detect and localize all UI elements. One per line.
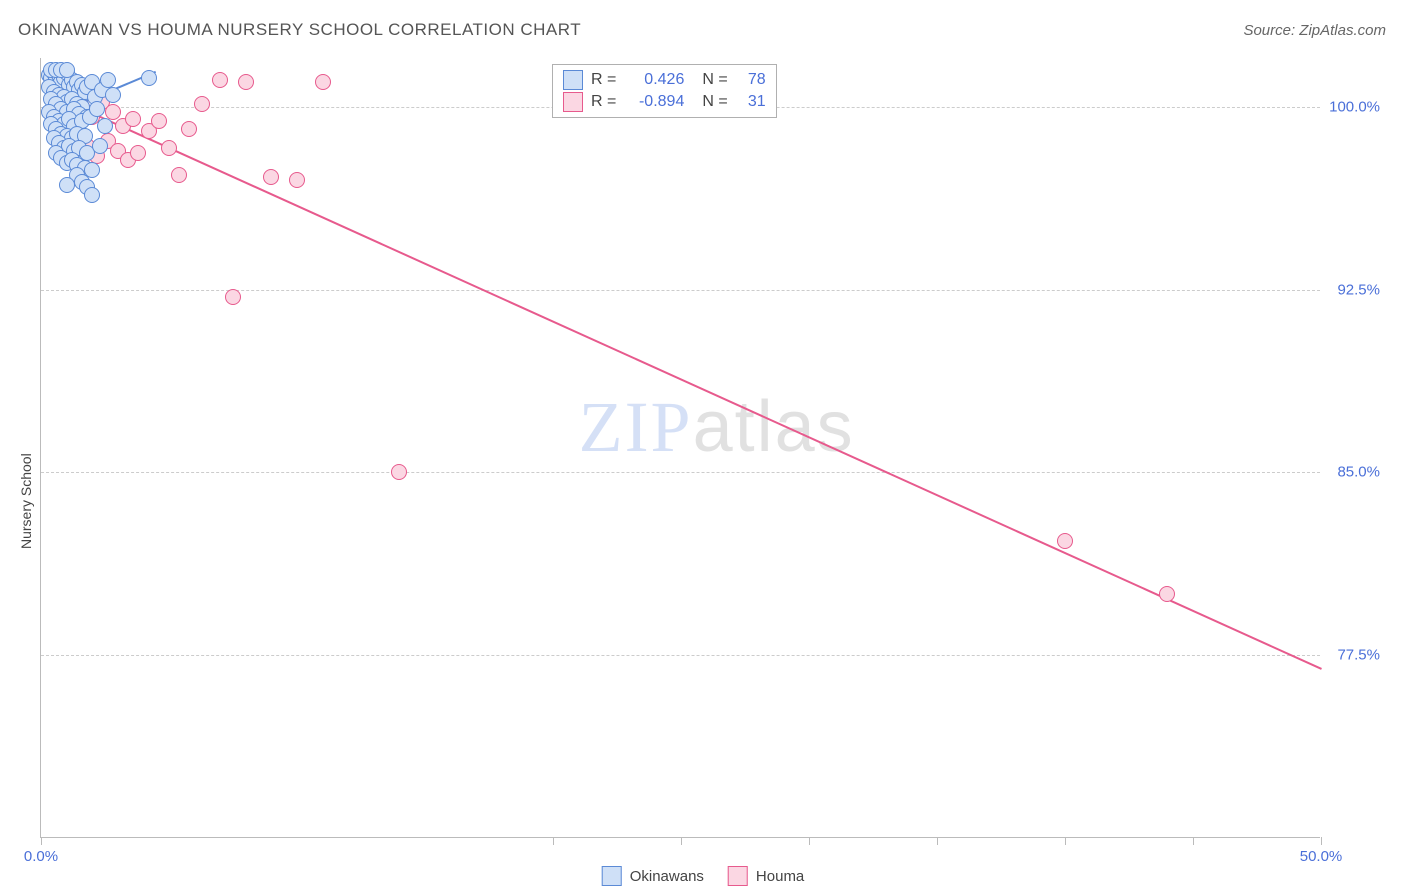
watermark: ZIPatlas (579, 386, 855, 469)
data-point (105, 87, 121, 103)
data-point (130, 145, 146, 161)
legend-r-value: 0.426 (624, 69, 684, 91)
y-tick-label: 85.0% (1337, 464, 1380, 481)
watermark-part2: atlas (693, 387, 855, 467)
legend-item: Houma (728, 866, 804, 886)
legend-series-label: Houma (756, 868, 804, 885)
legend-row: R = 0.426 N = 78 (563, 69, 766, 91)
x-tick (41, 837, 42, 845)
data-point (1159, 586, 1175, 602)
stats-legend: R = 0.426 N = 78 R = -0.894 N = 31 (552, 64, 777, 118)
gridline (41, 472, 1320, 473)
legend-swatch (602, 866, 622, 886)
legend-r-value: -0.894 (624, 91, 684, 113)
x-tick (937, 837, 938, 845)
gridline (41, 655, 1320, 656)
data-point (161, 140, 177, 156)
legend-n-label: N = (702, 91, 727, 113)
data-point (84, 187, 100, 203)
data-point (315, 74, 331, 90)
y-axis-title: Nursery School (18, 454, 34, 550)
data-point (92, 138, 108, 154)
x-tick (681, 837, 682, 845)
data-point (212, 72, 228, 88)
data-point (125, 111, 141, 127)
series-legend: Okinawans Houma (602, 866, 805, 886)
legend-swatch (563, 70, 583, 90)
data-point (59, 177, 75, 193)
source-label: Source: ZipAtlas.com (1243, 22, 1386, 39)
plot-area: ZIPatlas 77.5%85.0%92.5%100.0%0.0%50.0% (40, 58, 1320, 838)
data-point (391, 464, 407, 480)
legend-r-label: R = (591, 91, 616, 113)
x-tick-label: 0.0% (24, 848, 58, 865)
data-point (151, 113, 167, 129)
data-point (1057, 533, 1073, 549)
legend-n-value: 31 (736, 91, 766, 113)
data-point (141, 70, 157, 86)
legend-swatch (728, 866, 748, 886)
data-point (89, 101, 105, 117)
x-tick (553, 837, 554, 845)
x-tick (1065, 837, 1066, 845)
watermark-part1: ZIP (579, 387, 693, 467)
data-point (59, 62, 75, 78)
data-point (84, 162, 100, 178)
data-point (100, 72, 116, 88)
legend-swatch (563, 92, 583, 112)
x-tick-label: 50.0% (1300, 848, 1343, 865)
legend-n-label: N = (702, 69, 727, 91)
legend-row: R = -0.894 N = 31 (563, 91, 766, 113)
data-point (97, 118, 113, 134)
chart-title: OKINAWAN VS HOUMA NURSERY SCHOOL CORRELA… (18, 20, 581, 40)
y-tick-label: 77.5% (1337, 647, 1380, 664)
legend-item: Okinawans (602, 866, 704, 886)
y-tick-label: 92.5% (1337, 281, 1380, 298)
trend-line (53, 95, 1321, 670)
x-tick (809, 837, 810, 845)
data-point (171, 167, 187, 183)
data-point (105, 104, 121, 120)
legend-n-value: 78 (736, 69, 766, 91)
data-point (194, 96, 210, 112)
data-point (225, 289, 241, 305)
legend-series-label: Okinawans (630, 868, 704, 885)
data-point (289, 172, 305, 188)
y-tick-label: 100.0% (1329, 98, 1380, 115)
data-point (181, 121, 197, 137)
legend-r-label: R = (591, 69, 616, 91)
data-point (238, 74, 254, 90)
data-point (263, 169, 279, 185)
x-tick (1193, 837, 1194, 845)
x-tick (1321, 837, 1322, 845)
